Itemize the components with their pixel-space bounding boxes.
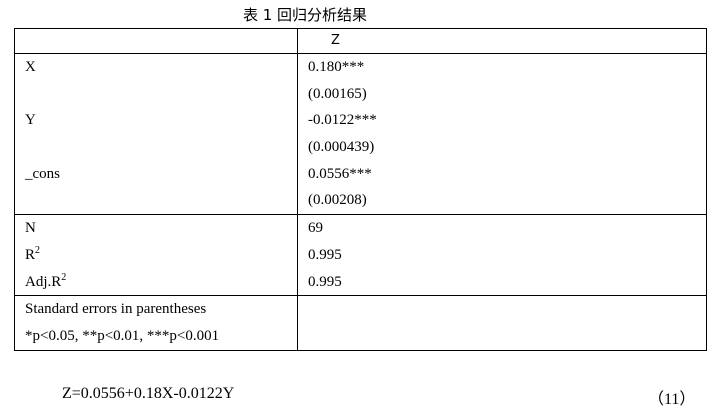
var-label: Y <box>25 112 36 129</box>
se-value: (0.00165) <box>308 85 367 102</box>
coef-value: 0.180*** <box>308 59 365 75</box>
var-label: _cons <box>25 165 60 182</box>
header-cell-empty <box>15 29 298 53</box>
stat-label: R2 <box>25 244 41 263</box>
header-col1 <box>25 29 297 53</box>
coefficients-section: X Y _cons 0.180*** (0.00165) -0.0122*** … <box>15 53 706 215</box>
table-title-text: 表 1 回归分析结果 <box>242 6 368 24</box>
se-value: (0.00208) <box>308 192 367 209</box>
note: *p<0.05, **p<0.01, ***p<0.001 <box>25 327 220 344</box>
stat-label: N <box>25 220 36 237</box>
stat-value: 0.995 <box>308 273 342 290</box>
stat-label: Adj.R2 <box>25 271 67 290</box>
var-label: X <box>25 59 36 75</box>
stats-section: N R2 Adj.R2 69 0.995 0.995 <box>15 214 706 296</box>
header-row: Z <box>15 29 706 53</box>
header-col2: Z <box>331 33 340 48</box>
stat-value: 69 <box>308 220 323 237</box>
coef-value: -0.0122*** <box>308 112 377 129</box>
note: Standard errors in parentheses <box>25 301 207 318</box>
se-value: (0.000439) <box>308 139 375 156</box>
equation: Z=0.0556+0.18X-0.0122Y <box>62 385 235 402</box>
header-cell-z: Z <box>298 29 706 53</box>
regression-table: Z X Y _cons 0.180*** (0.00165) -0.0122**… <box>14 28 707 351</box>
coef-value: 0.0556*** <box>308 165 372 182</box>
notes-section: Standard errors in parentheses *p<0.05, … <box>15 295 706 350</box>
stat-value: 0.995 <box>308 246 342 263</box>
table-title: 表 1 回归分析结果 <box>0 4 720 25</box>
equation-number: （11） <box>648 391 696 408</box>
